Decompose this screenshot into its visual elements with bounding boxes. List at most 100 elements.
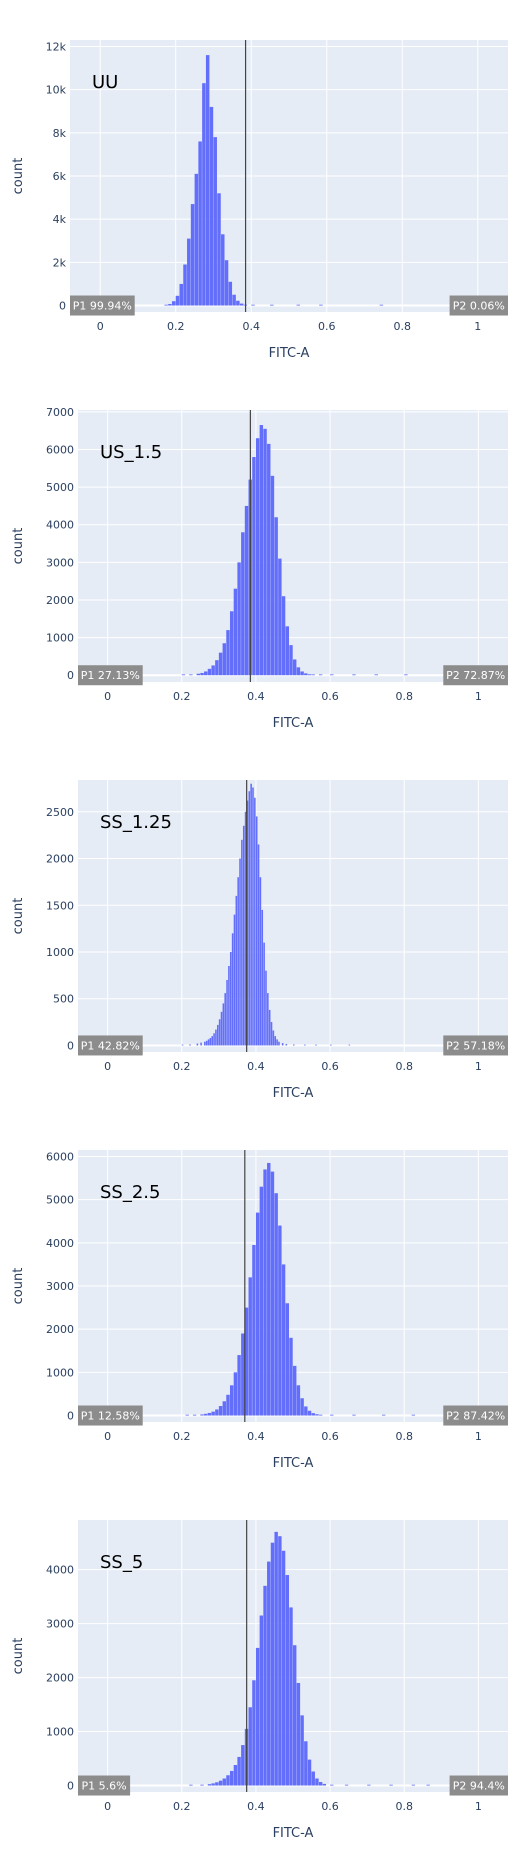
histogram-bar	[222, 1003, 225, 1046]
histogram-bar	[330, 674, 334, 676]
histogram-panel-uu: 0 2k 4k 6k 8k 10k 12k 0 0.2 0.4 0.6 0.8 1 P1 99.94% P2…	[0, 0, 520, 370]
histogram-bar	[185, 1414, 189, 1416]
histogram-bar	[274, 1036, 277, 1046]
histogram-bar	[217, 193, 221, 306]
histogram-bar	[267, 443, 271, 676]
histogram-bar	[220, 1011, 223, 1046]
histogram-bar	[228, 281, 233, 306]
y-tick-label: 0	[67, 1780, 74, 1793]
histogram-bar	[296, 1385, 301, 1416]
y-tick-label: 3000	[46, 1618, 74, 1631]
histogram-bar	[233, 914, 236, 1046]
histogram-bar	[426, 1784, 430, 1786]
histogram-bar	[270, 304, 274, 306]
histogram-bar	[311, 674, 315, 676]
histogram-bar	[209, 106, 214, 306]
histogram-bar	[315, 1044, 317, 1046]
histogram-bar	[241, 1745, 245, 1786]
histogram-bar	[276, 1039, 278, 1046]
histogram-bar	[281, 1264, 286, 1416]
histogram-bar	[270, 475, 275, 676]
histogram-bar	[348, 1044, 351, 1046]
histogram-bar	[281, 596, 286, 676]
histogram-bar	[296, 1682, 301, 1786]
histogram-bar	[211, 1411, 215, 1416]
histogram-bar	[207, 1039, 210, 1046]
histogram-bar	[289, 1607, 293, 1786]
x-tick-label: 0.2	[173, 1060, 191, 1073]
histogram-bar	[315, 1414, 319, 1416]
x-tick-label: 0.4	[247, 1060, 265, 1073]
histogram-bar	[187, 238, 191, 306]
y-tick-label: 1000	[46, 632, 74, 645]
histogram-bar	[200, 1414, 204, 1416]
histogram-bar	[237, 1756, 241, 1786]
y-tick-label: 2000	[46, 594, 74, 607]
histogram-bar	[293, 1044, 295, 1046]
gate-p1-label-bg	[78, 665, 143, 686]
y-tick-label: 7000	[46, 406, 74, 419]
histogram-bar	[330, 1784, 334, 1786]
gate-p1-label: P1 99.94%	[73, 300, 132, 313]
histogram-bar	[318, 674, 323, 676]
histogram-bar	[168, 304, 172, 306]
histogram-bar	[222, 643, 226, 676]
histogram-bar	[381, 1414, 386, 1416]
gate-p1-label: P1 12.58%	[81, 1410, 140, 1423]
y-axis-title: count	[11, 528, 26, 565]
histogram-bar	[189, 1784, 193, 1786]
histogram-bar	[190, 204, 195, 306]
sample-title: SS_5	[100, 1552, 143, 1573]
histogram-bar	[267, 993, 269, 1046]
histogram-bar	[289, 1337, 293, 1416]
histogram-bar	[296, 304, 301, 306]
histogram-bar	[330, 1414, 334, 1416]
plot-background	[78, 780, 508, 1052]
histogram-bar	[204, 1041, 206, 1046]
histogram-bar	[263, 1169, 267, 1416]
histogram-bar	[304, 1741, 308, 1786]
histogram-bar	[255, 438, 260, 676]
histogram-bar	[285, 1044, 288, 1046]
histogram-bar	[229, 611, 234, 676]
histogram-bar	[226, 980, 228, 1046]
gate-p2-label: P2 87.42%	[446, 1410, 505, 1423]
histogram-bar	[300, 1398, 304, 1416]
y-axis-title: count	[11, 1268, 26, 1305]
x-tick-label: 0.6	[321, 690, 339, 703]
sample-title: SS_1.25	[100, 812, 172, 833]
histogram-bar	[181, 674, 186, 676]
gate-p1-label-bg	[78, 1405, 143, 1426]
histogram-bar	[281, 1043, 284, 1046]
histogram-bar	[194, 173, 199, 306]
x-axis-title: FITC-A	[273, 716, 314, 731]
gate-p1-label: P1 27.13%	[81, 669, 140, 682]
histogram-bar	[374, 674, 378, 676]
histogram-bar	[293, 659, 297, 676]
y-tick-label: 8k	[53, 127, 67, 140]
histogram-bar	[263, 942, 265, 1046]
histogram-bar	[244, 1307, 249, 1416]
y-tick-label: 0	[67, 1039, 74, 1052]
histogram-bar	[239, 858, 241, 1046]
histogram-bar	[352, 1414, 356, 1416]
histogram-bar	[259, 425, 264, 676]
x-tick-label: 0.8	[395, 1430, 413, 1443]
histogram-bar	[226, 630, 230, 676]
x-tick-label: 0.8	[394, 320, 412, 333]
histogram-bar	[196, 673, 201, 676]
histogram-bar	[389, 1784, 393, 1786]
histogram-bar	[278, 1225, 282, 1416]
histogram-bar	[222, 1778, 226, 1786]
histogram-panel-us-1-5: 0 1000 2000 3000 4000 5000 6000 7000 0 0.2 0.4 0.6 0…	[0, 370, 520, 740]
histogram-bar	[224, 993, 226, 1046]
histogram-bar	[200, 1784, 204, 1786]
histogram-bar	[211, 1036, 214, 1046]
histogram-bar	[217, 1024, 219, 1046]
histogram-bar	[205, 1040, 208, 1046]
histogram-bar	[229, 1770, 234, 1786]
histogram-bar	[226, 1775, 230, 1786]
x-axis-title: FITC-A	[273, 1826, 314, 1841]
sample-title: SS_2.5	[100, 1182, 160, 1203]
histogram-bar	[254, 797, 256, 1046]
